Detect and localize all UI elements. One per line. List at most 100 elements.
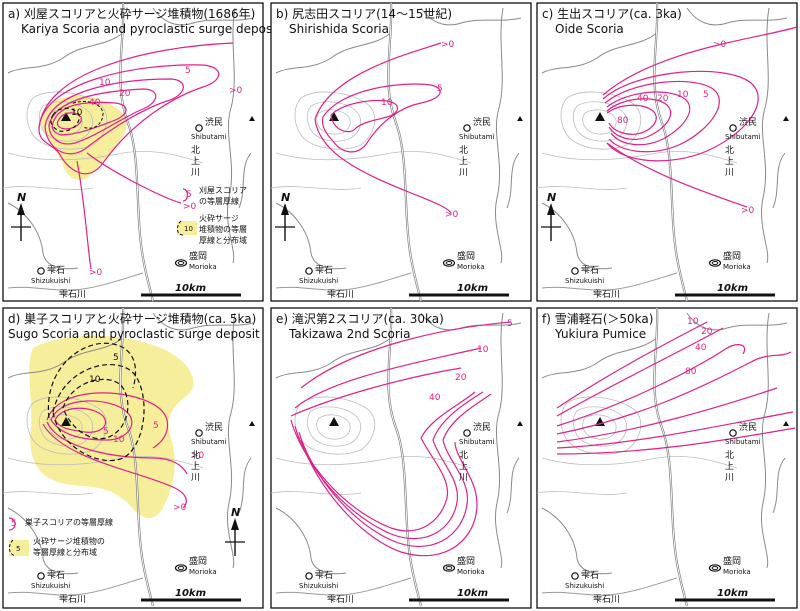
svg-text:刈屋スコリア: 刈屋スコリア (199, 185, 247, 195)
svg-text:N: N (231, 506, 240, 519)
north-arrow: N (275, 191, 295, 241)
place-shibutami-en: Shibutami (191, 133, 227, 141)
shizukuishi-river: 雫石川 (593, 289, 620, 300)
place-morioka-en: Morioka (457, 263, 485, 271)
isopach-label: 5 (113, 353, 119, 363)
svg-text:N: N (547, 191, 556, 204)
place-shibutami-en: Shibutami (459, 438, 495, 446)
place-morioka-en: Morioka (723, 263, 751, 271)
place-shibutami-ja: 渋民 (205, 421, 223, 433)
isopach-label: >0 (191, 451, 205, 461)
panel-f: 10 20 40 80 f) 雪浦軽石(＞50ka) Yukiura Pumic… (535, 306, 798, 609)
scale-label: 10km (457, 283, 488, 294)
isopach-label: 10 (71, 108, 83, 118)
isopach-label: >0 (183, 202, 197, 212)
place-shizukuishi-ja: 雫石 (581, 570, 599, 581)
isopach-label: 5 (103, 427, 109, 437)
place-shizukuishi-ja: 雫石 (47, 570, 65, 581)
place-shibutami-ja: 渋民 (739, 116, 757, 128)
svg-text:巣子スコリアの等層厚線: 巣子スコリアの等層厚線 (25, 517, 113, 527)
shizukuishi-river: 雫石川 (593, 594, 620, 605)
place-shizukuishi-ja: 雫石 (581, 265, 599, 276)
place-shizukuishi-en: Shizukuishi (565, 582, 604, 590)
isopach-label: 5 (185, 66, 191, 76)
place-shibutami-ja: 渋民 (739, 421, 757, 433)
kitakami-river: 北上川 (191, 145, 200, 178)
north-arrow: N (225, 506, 245, 556)
svg-text:5: 5 (16, 545, 20, 553)
panel-title-en: Sugo Scoria and pyroclastic surge deposi… (8, 327, 260, 341)
legend-a: 5 刈屋スコリア の等層厚線 10 火砕サージ 堆積物の等層 厚線と分布域 (176, 185, 247, 245)
isopach-label: 5 (703, 90, 709, 100)
panel-title-en: Yukiura Pumice (554, 327, 646, 341)
place-shibutami-ja: 渋民 (205, 116, 223, 128)
isopach-label: 10 (113, 435, 125, 445)
place-morioka-en: Morioka (457, 568, 485, 576)
isopach-label: >0 (441, 40, 455, 50)
place-shizukuishi-ja: 雫石 (315, 265, 333, 276)
place-morioka-ja: 盛岡 (457, 250, 475, 262)
place-morioka-en: Morioka (189, 568, 217, 576)
place-shizukuishi-en: Shizukuishi (299, 582, 338, 590)
place-shizukuishi-en: Shizukuishi (31, 582, 70, 590)
isopach-label: 20 (455, 373, 467, 383)
place-morioka-ja: 盛岡 (457, 555, 475, 567)
svg-text:10: 10 (184, 225, 193, 233)
isopach-label: 40 (695, 343, 707, 353)
panel-d: 5 10 5 10 5 >0 >0 d) 巣子スコリアと火砕サージ堆積物(ca.… (1, 306, 264, 609)
svg-text:N: N (17, 191, 26, 204)
svg-text:等層厚線と分布域: 等層厚線と分布域 (33, 547, 97, 557)
scale-label: 10km (175, 283, 206, 294)
kitakami-river: 北上川 (725, 145, 734, 178)
isopach-label: 5 (437, 84, 443, 94)
svg-text:5: 5 (186, 190, 192, 200)
isopach-label: 20 (657, 94, 669, 104)
kitakami-river: 北上川 (459, 450, 468, 483)
place-shibutami-en: Shibutami (725, 133, 761, 141)
kitakami-river: 北上川 (725, 450, 734, 483)
panel-title-en: Takizawa 2nd Scoria (288, 327, 410, 341)
panel-c: >0 5 10 20 40 80 >0 c) 生出スコリア(ca. 3ka) O… (535, 1, 798, 303)
panel-title-en: Kariya Scoria and pyroclastic surge depo… (21, 22, 281, 36)
panel-title-ja: b) 尻志田スコリア(14〜15世紀) (276, 7, 452, 21)
kitakami-river: 北上川 (459, 145, 468, 178)
isopach-label: >0 (89, 268, 103, 278)
place-shizukuishi-en: Shizukuishi (299, 277, 338, 285)
panel-title-ja: e) 滝沢第2スコリア(ca. 30ka) (276, 312, 444, 326)
panel-b: >0 5 10 >0 b) 尻志田スコリア(14〜15世紀) Shirishid… (269, 1, 532, 303)
scale-label: 10km (717, 588, 748, 599)
place-shibutami-ja: 渋民 (473, 421, 491, 433)
svg-text:5: 5 (11, 519, 17, 529)
shizukuishi-river: 雫石川 (59, 594, 86, 605)
place-shibutami-en: Shibutami (191, 438, 227, 446)
isopach-label: 20 (119, 89, 131, 99)
panel-e: 5 10 20 40 e) 滝沢第2スコリア(ca. 30ka) Takizaw… (269, 306, 532, 609)
svg-text:火砕サージ: 火砕サージ (199, 213, 239, 223)
isopach-label: 10 (477, 345, 489, 355)
scale-label: 10km (175, 588, 206, 599)
isopach-label: 5 (507, 319, 513, 329)
scale-label: 10km (717, 283, 748, 294)
place-shizukuishi-en: Shizukuishi (565, 277, 604, 285)
isopach-label: 40 (89, 98, 101, 108)
isopach-label: 80 (617, 116, 629, 126)
isopach-label: 10 (381, 98, 393, 108)
svg-text:堆積物の等層: 堆積物の等層 (199, 224, 247, 234)
place-shizukuishi-en: Shizukuishi (31, 277, 70, 285)
scale-label: 10km (457, 588, 488, 599)
place-morioka-en: Morioka (189, 263, 217, 271)
isopach-label: >0 (713, 40, 727, 50)
panel-title-ja: f) 雪浦軽石(＞50ka) (542, 312, 653, 326)
isopach-label: 10 (89, 375, 101, 385)
place-morioka-en: Morioka (723, 568, 751, 576)
isopach-label: 10 (99, 78, 111, 88)
north-arrow: N (11, 191, 31, 241)
svg-text:の等層厚線: の等層厚線 (199, 196, 239, 206)
isopach-label: 10 (687, 317, 699, 327)
shizukuishi-river: 雫石川 (59, 289, 86, 300)
isopach-label: 40 (429, 393, 441, 403)
north-arrow: N (541, 191, 561, 241)
place-morioka-ja: 盛岡 (189, 250, 207, 262)
svg-text:厚線と分布域: 厚線と分布域 (199, 235, 247, 245)
